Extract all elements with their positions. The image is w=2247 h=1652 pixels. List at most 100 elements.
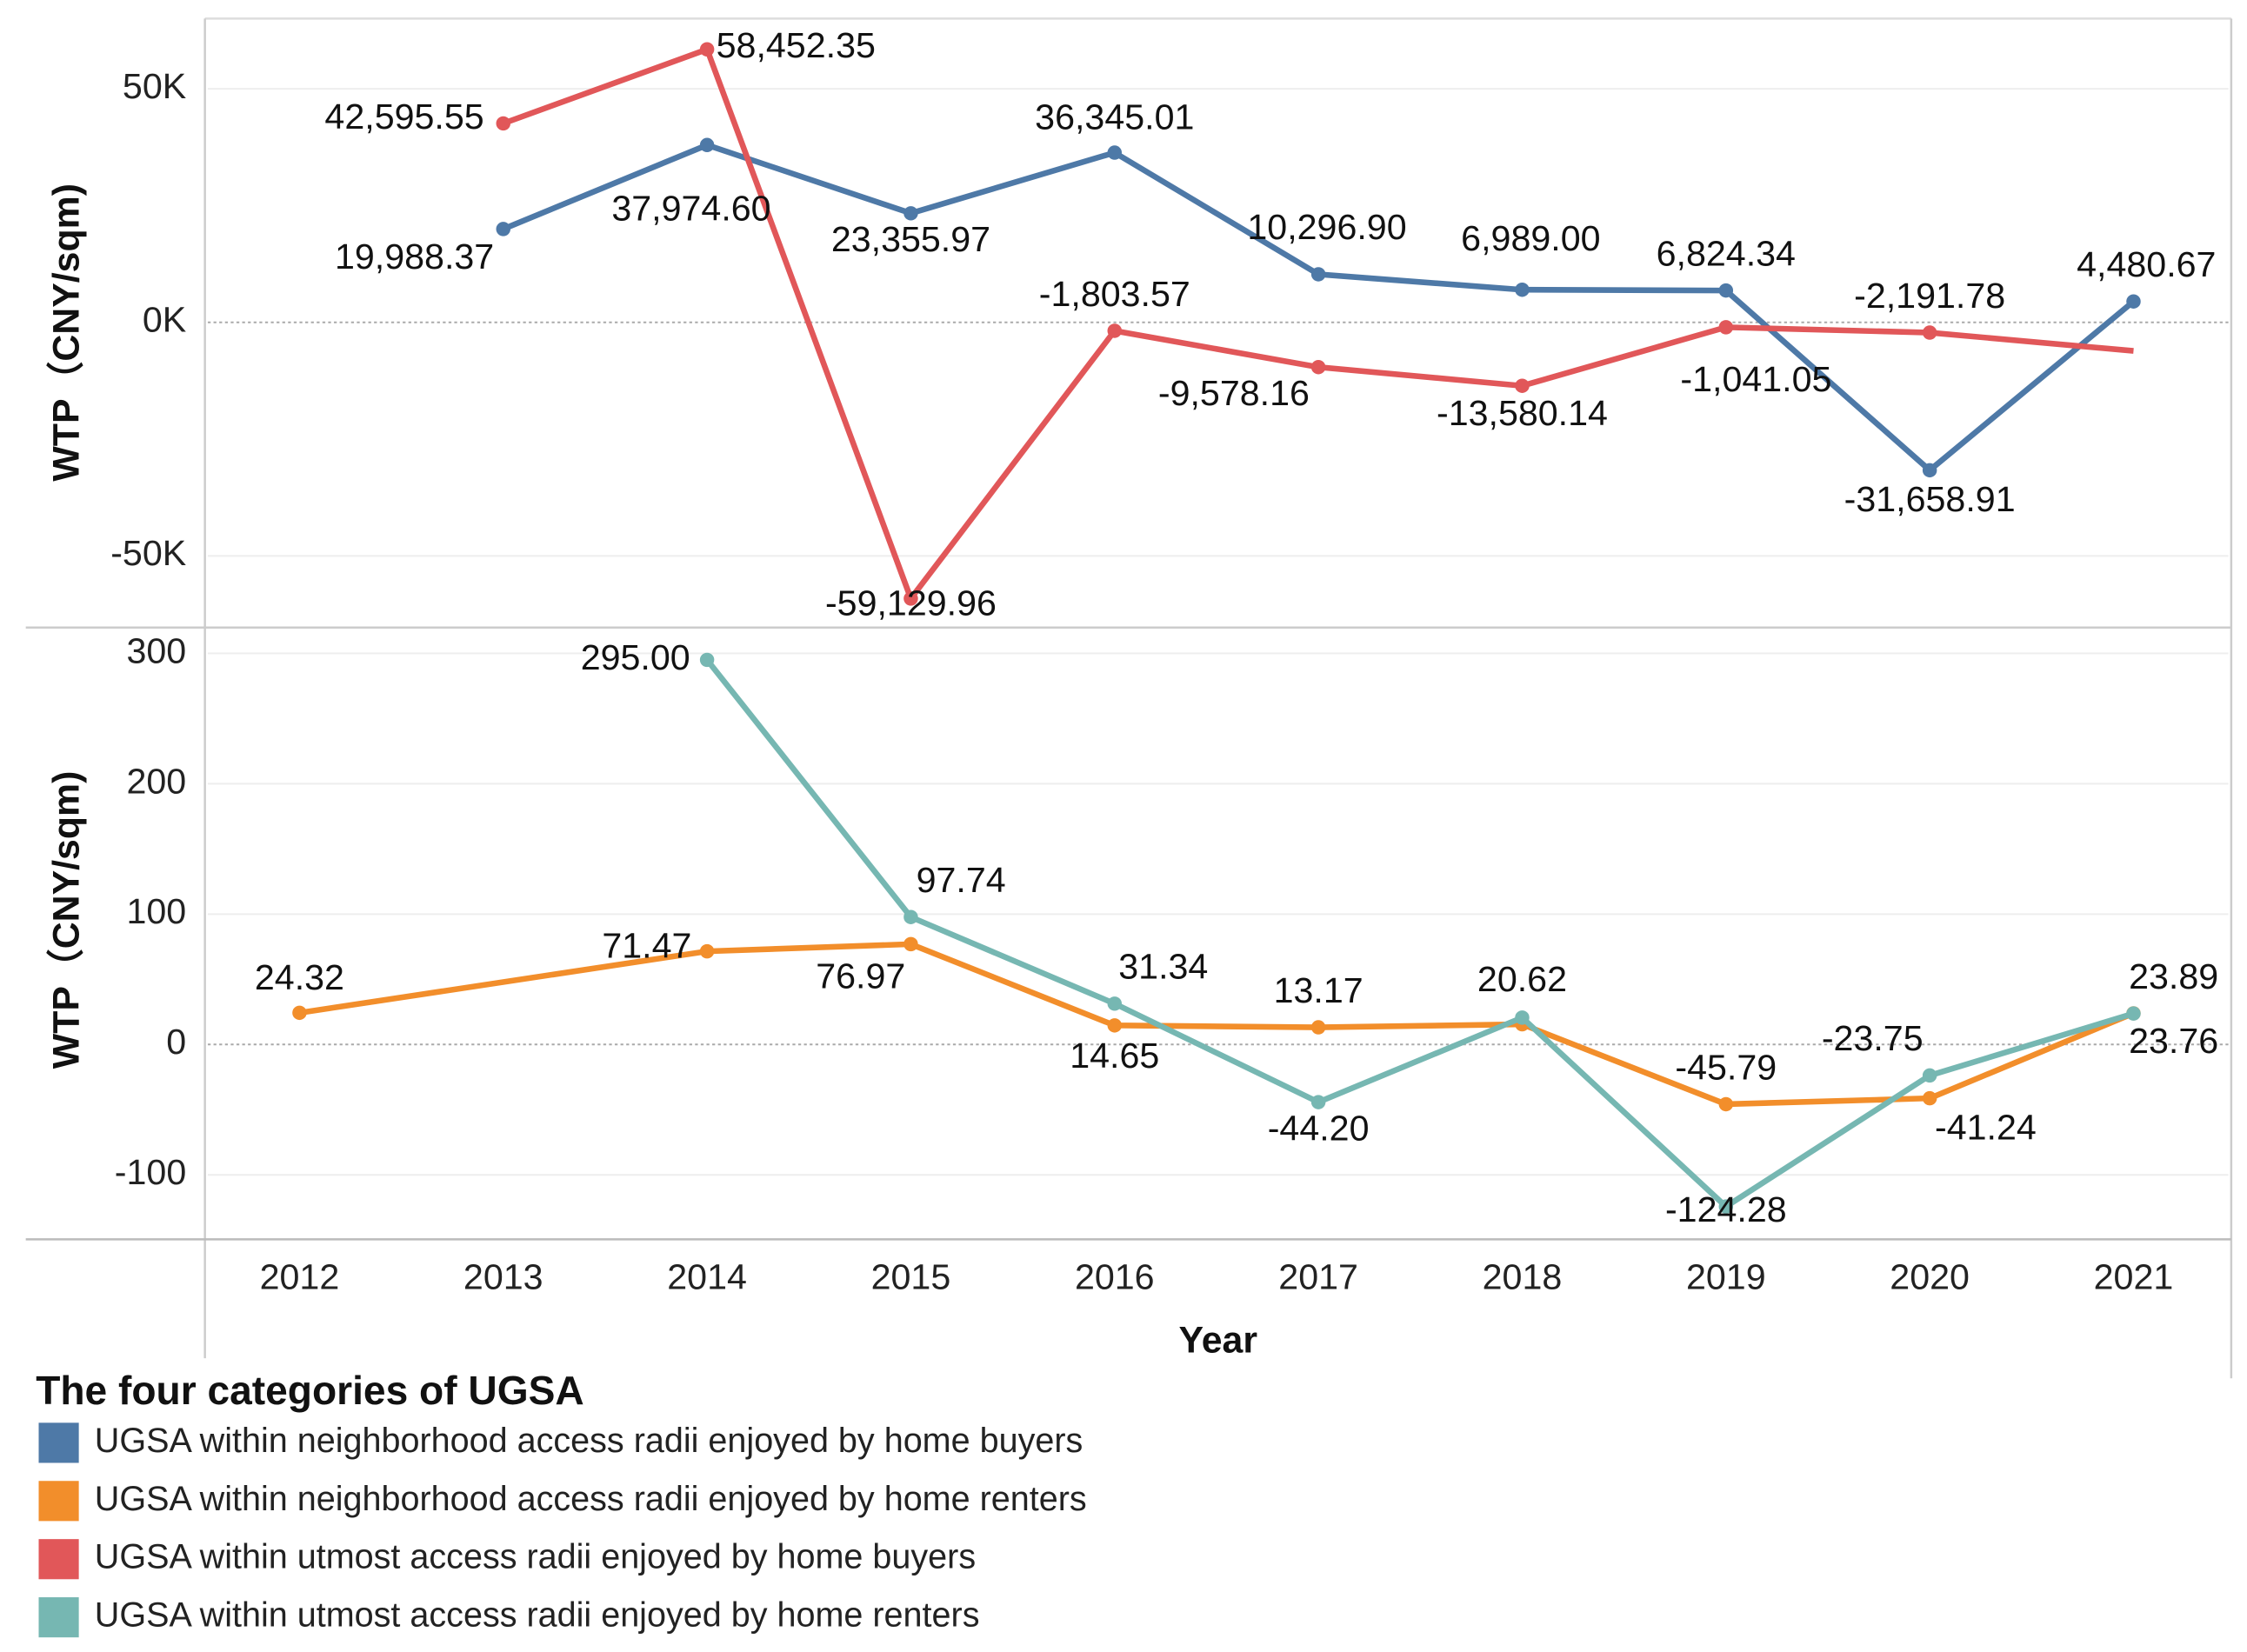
data-point xyxy=(1107,1018,1123,1033)
data-label: -45.79 xyxy=(1675,1047,1777,1087)
data-point xyxy=(1310,1095,1326,1109)
data-label: 36,345.01 xyxy=(1035,97,1194,137)
data-label: 24.32 xyxy=(255,957,344,997)
x-tick-label: 2020 xyxy=(1890,1256,1970,1296)
data-point xyxy=(1922,1068,1937,1083)
data-point xyxy=(496,222,511,236)
data-label: 97.74 xyxy=(917,860,1006,900)
x-tick-label: 2019 xyxy=(1686,1256,1766,1296)
data-point xyxy=(699,137,715,153)
data-point xyxy=(1515,282,1530,297)
x-tick-label: 2021 xyxy=(2094,1256,2174,1296)
legend-title: The four categories of UGSA xyxy=(36,1368,583,1413)
data-point xyxy=(2126,1006,2141,1021)
data-label: 13.17 xyxy=(1274,970,1364,1010)
data-point xyxy=(1310,359,1326,375)
data-label: -41.24 xyxy=(1935,1107,2037,1147)
data-point xyxy=(903,909,918,924)
data-point xyxy=(1310,1020,1326,1035)
data-point xyxy=(1922,463,1937,478)
y-tick-label: 0 xyxy=(166,1022,186,1062)
data-label: 58,452.35 xyxy=(717,25,876,65)
data-point xyxy=(699,42,715,57)
data-label: -59,129.96 xyxy=(825,583,997,623)
axis-ticks: 50K 0K -50K 300 200 100 0 -100 2012 2013 2014 2015 2… xyxy=(110,66,2173,1296)
chart-frame xyxy=(25,17,2233,1379)
data-label: -1,041.05 xyxy=(1680,359,1831,399)
data-point xyxy=(1718,1096,1734,1112)
data-label: 76.97 xyxy=(816,956,905,996)
data-label: 4,480.67 xyxy=(2077,244,2216,284)
data-label: -124.28 xyxy=(1665,1189,1787,1229)
data-point xyxy=(903,936,918,952)
series-line xyxy=(704,657,2135,1209)
legend-item-label: UGSA within neighborhood access radii en… xyxy=(95,1480,1087,1518)
x-tick-label: 2014 xyxy=(667,1256,747,1296)
legend-swatch xyxy=(38,1539,79,1580)
y-tick-label: 100 xyxy=(126,891,186,931)
data-point xyxy=(699,943,715,959)
data-label: 295.00 xyxy=(581,637,690,677)
data-labels: 19,988.37 37,974.60 23,355.97 36,345.01 10,2… xyxy=(255,25,2218,1229)
data-label: 19,988.37 xyxy=(335,236,494,276)
y-tick-label: 200 xyxy=(126,761,186,801)
data-label: 71.47 xyxy=(602,926,691,966)
data-label: -1,803.57 xyxy=(1039,274,1190,314)
data-point xyxy=(699,652,715,668)
data-label: 31.34 xyxy=(1118,947,1208,987)
data-label: 6,989.00 xyxy=(1461,218,1600,258)
data-point xyxy=(1310,267,1326,282)
data-point xyxy=(2126,294,2141,309)
x-tick-label: 2018 xyxy=(1483,1256,1563,1296)
x-tick-label: 2016 xyxy=(1075,1256,1155,1296)
y-tick-label: 50K xyxy=(123,66,187,106)
data-point xyxy=(292,1005,307,1021)
data-label: -44.20 xyxy=(1268,1108,1370,1148)
data-label: 14.65 xyxy=(1070,1036,1159,1076)
legend-item-label: UGSA within neighborhood access radii en… xyxy=(95,1422,1083,1460)
legend-item-label: UGSA within utmost access radii enjoyed … xyxy=(95,1596,980,1635)
y-axis-title-bottom: WTP（CNY/sqm) xyxy=(46,771,88,1069)
series-lines xyxy=(292,42,2141,1214)
data-point xyxy=(1515,378,1530,393)
data-label: 23.76 xyxy=(2129,1021,2218,1061)
x-tick-label: 2017 xyxy=(1278,1256,1358,1296)
data-label: 23.89 xyxy=(2129,956,2218,996)
data-point xyxy=(1515,1010,1530,1025)
data-label: -2,191.78 xyxy=(1854,276,2005,316)
gridlines xyxy=(207,88,2229,1176)
data-point xyxy=(1107,145,1123,160)
x-tick-label: 2015 xyxy=(871,1256,951,1296)
legend-swatch xyxy=(38,1597,79,1638)
data-label: 6,824.34 xyxy=(1657,233,1796,273)
y-tick-label: 300 xyxy=(126,630,186,670)
data-point xyxy=(1922,1090,1937,1106)
x-tick-label: 2012 xyxy=(260,1256,340,1296)
data-label: 10,296.90 xyxy=(1247,207,1406,247)
data-point xyxy=(903,591,918,606)
x-tick-label: 2013 xyxy=(463,1256,543,1296)
data-label: 23,355.97 xyxy=(831,219,990,259)
legend-item-label: UGSA within utmost access radii enjoyed … xyxy=(95,1538,976,1576)
data-point xyxy=(1718,320,1734,335)
data-label: -31,658.91 xyxy=(1844,479,2016,519)
legend-swatch xyxy=(38,1422,79,1463)
data-point xyxy=(1718,283,1734,298)
data-point xyxy=(496,116,511,131)
y-axis-title-top: WTP（CNY/sqm) xyxy=(46,183,88,482)
data-label: -9,578.16 xyxy=(1158,373,1310,413)
legend-swatch xyxy=(38,1481,79,1522)
data-label: 42,595.55 xyxy=(324,97,483,137)
y-tick-label: -100 xyxy=(115,1152,186,1192)
data-label: 20.62 xyxy=(1477,959,1567,999)
data-point xyxy=(1718,1199,1734,1214)
data-point xyxy=(1922,325,1937,340)
data-point xyxy=(1107,323,1123,338)
data-point xyxy=(1107,996,1123,1011)
data-label: 37,974.60 xyxy=(611,188,770,228)
data-label: -23.75 xyxy=(1822,1018,1924,1058)
y-tick-label: -50K xyxy=(110,533,187,573)
x-axis-title: Year xyxy=(1179,1320,1258,1362)
legend: The four categories of UGSA UGSA within … xyxy=(36,1368,1087,1638)
